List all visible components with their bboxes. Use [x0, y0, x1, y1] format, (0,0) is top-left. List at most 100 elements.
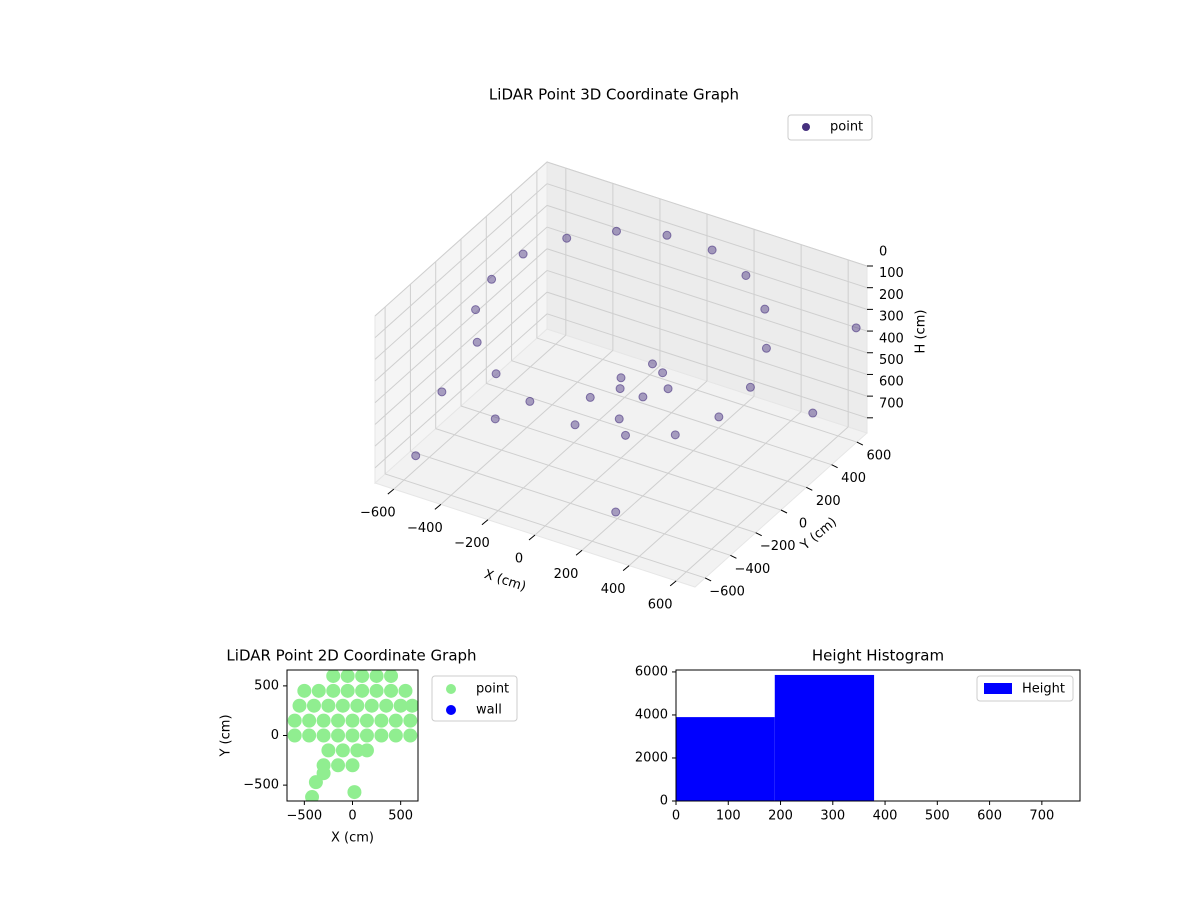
data-point [369, 670, 384, 683]
y-tick-label: −500 [243, 778, 279, 793]
x-tick-label: 700 [1029, 809, 1054, 824]
data-point [437, 387, 447, 397]
grid-line [546, 226, 868, 332]
data-point [311, 683, 326, 698]
grid-line [460, 405, 782, 511]
tick-mark [622, 565, 630, 571]
grid-line [374, 226, 548, 382]
x-tick-label: −200 [454, 536, 490, 551]
y-tick-label: 500 [254, 678, 279, 693]
x-tick-label: 0 [672, 809, 680, 824]
data-point [355, 683, 370, 698]
data-point [663, 384, 673, 394]
data-point [302, 728, 317, 743]
data-point [335, 743, 350, 758]
data-point [388, 728, 403, 743]
grid-line [374, 291, 548, 447]
data-point [405, 698, 418, 713]
tick-mark [575, 549, 583, 556]
y-tick-label: 0 [799, 517, 807, 532]
tick-mark [780, 509, 788, 514]
grid-line [546, 183, 868, 289]
data-point [369, 683, 384, 698]
data-point [321, 743, 336, 758]
data-point [326, 683, 341, 698]
x-tick-label: 200 [768, 809, 793, 824]
x-tick-label: 100 [716, 809, 741, 824]
y-tick-label: −600 [709, 584, 745, 599]
x-tick-label: 600 [977, 809, 1002, 824]
data-point [851, 323, 861, 333]
data-point [305, 790, 320, 801]
data-point [741, 270, 751, 280]
tick-mark [528, 534, 536, 541]
data-point [350, 698, 365, 713]
data-point [808, 408, 818, 418]
data-point [340, 670, 355, 683]
data-point [359, 713, 374, 728]
z-tick-label: 0 [879, 245, 887, 260]
legend-box [976, 675, 1074, 702]
data-point [388, 713, 403, 728]
x-tick-label: 500 [925, 809, 950, 824]
grid-line [546, 161, 868, 267]
data-point [287, 728, 302, 743]
data-point [638, 392, 648, 402]
chart-title: LiDAR Point 2D Coordinate Graph [226, 647, 476, 665]
data-point [384, 683, 399, 698]
tick-mark [387, 488, 395, 495]
z-axis-label: H (cm) [914, 310, 929, 354]
data-point [471, 305, 481, 315]
y-tick-label: 600 [866, 449, 891, 464]
legend-label: Height [1022, 682, 1065, 697]
chart-title: LiDAR Point 3D Coordinate Graph [489, 86, 739, 104]
x-tick-label: 500 [388, 809, 413, 824]
x-tick-label: 600 [648, 597, 673, 612]
data-point [345, 713, 360, 728]
data-point [379, 698, 394, 713]
y-tick-label: 0 [660, 794, 668, 809]
legend-label: wall [476, 703, 502, 718]
data-point [761, 343, 771, 353]
x-tick-label: −600 [360, 506, 396, 521]
data-point [411, 451, 421, 461]
data-point [297, 683, 312, 698]
data-point [384, 670, 399, 683]
chart-title: Height Histogram [812, 647, 944, 665]
y-tick-label: 400 [841, 471, 866, 486]
data-point [326, 670, 341, 683]
x-tick-label: −500 [286, 809, 322, 824]
data-point [585, 392, 595, 402]
data-point [398, 683, 413, 698]
grid-line [374, 205, 548, 360]
x-tick-label: 0 [515, 552, 523, 567]
data-point [340, 683, 355, 698]
tick-mark [856, 441, 864, 446]
data-point [345, 728, 360, 743]
tick-mark [481, 519, 489, 526]
data-point [374, 728, 389, 743]
data-point [308, 775, 323, 790]
x-tick-label: 300 [820, 809, 845, 824]
data-point [374, 713, 389, 728]
z-tick-label: 100 [879, 266, 904, 281]
x-tick-label: 400 [601, 582, 626, 597]
legend-box [787, 114, 873, 141]
data-point [306, 698, 321, 713]
tick-mark [669, 580, 677, 587]
grid-line [435, 428, 756, 534]
grid-line [374, 313, 548, 469]
y-tick-label: 4000 [635, 707, 668, 722]
tick-mark [704, 577, 712, 582]
grid-line [486, 382, 807, 488]
z-tick-label: 600 [879, 375, 904, 390]
grid-line [410, 450, 731, 556]
data-point [393, 698, 408, 713]
data-point [621, 430, 631, 440]
z-tick-label: 500 [879, 353, 904, 368]
data-point [331, 713, 346, 728]
data-point [707, 245, 717, 255]
data-point [614, 414, 624, 424]
data-point [345, 758, 360, 773]
data-point [316, 713, 331, 728]
